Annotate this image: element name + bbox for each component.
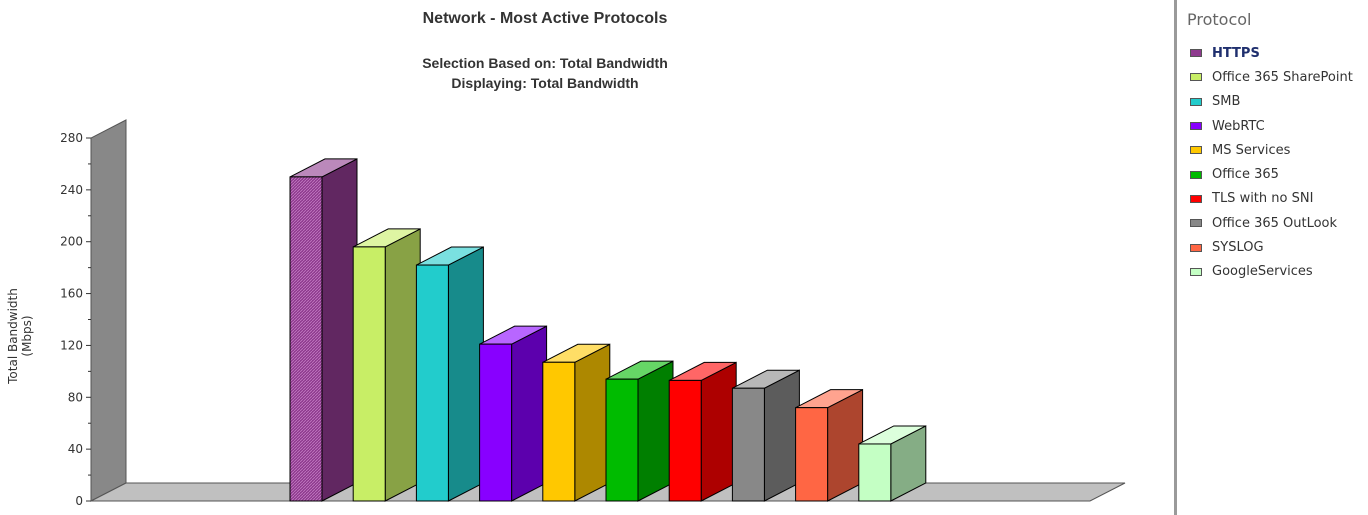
legend-item[interactable]: Office 365 OutLook: [1187, 211, 1365, 235]
legend-item[interactable]: SYSLOG: [1187, 235, 1365, 259]
bar: [795, 407, 829, 502]
y-tick-label: 40: [68, 442, 83, 456]
legend-swatch: [1190, 267, 1202, 276]
bar: [289, 176, 323, 502]
legend-item[interactable]: MS Services: [1187, 138, 1365, 162]
legend-swatch: [1190, 219, 1202, 228]
bar: [415, 264, 449, 502]
legend-swatch: [1190, 243, 1202, 252]
bar-chart-plot: 0 40 80 120 160 200 240 280: [60, 119, 1126, 508]
y-tick-label: 280: [60, 131, 83, 145]
legend-label: TLS with no SNI: [1212, 191, 1314, 207]
legend-item[interactable]: WebRTC: [1187, 114, 1365, 138]
bar-side: [384, 228, 421, 502]
legend-label: Office 365 SharePoint: [1212, 69, 1353, 85]
bar: [479, 343, 513, 502]
legend-items: HTTPS Office 365 SharePoint SMB WebRTC MS Se…: [1187, 41, 1365, 284]
y-tick-label: 160: [60, 287, 83, 301]
bar: [542, 361, 576, 502]
legend-label: Office 365: [1212, 167, 1279, 183]
chart-subtitle-selection: Selection Based on: Total Bandwidth: [422, 55, 668, 71]
legend-swatch: [1190, 146, 1202, 155]
legend-swatch: [1190, 97, 1202, 106]
y-axis-wall: [90, 119, 127, 502]
legend-item[interactable]: GoogleServices: [1187, 260, 1365, 284]
bar-side: [447, 246, 484, 502]
y-tick-label: 240: [60, 183, 83, 197]
chart-subtitle-displaying: Displaying: Total Bandwidth: [451, 75, 639, 91]
legend-item[interactable]: SMB: [1187, 90, 1365, 114]
bar: [668, 379, 702, 502]
bar-side: [511, 325, 548, 502]
bar: [352, 246, 386, 502]
legend-item[interactable]: TLS with no SNI: [1187, 187, 1365, 211]
legend-label: GoogleServices: [1212, 264, 1313, 280]
chart-title: Network - Most Active Protocols: [422, 10, 668, 27]
legend-title: Protocol: [1187, 10, 1252, 29]
legend-swatch: [1190, 49, 1202, 58]
legend-item[interactable]: Office 365: [1187, 162, 1365, 186]
y-tick-label: 80: [68, 390, 83, 404]
legend: Protocol HTTPS Office 365 SharePoint SMB We…: [1187, 10, 1365, 284]
legend-item[interactable]: Office 365 SharePoint: [1187, 65, 1365, 89]
legend-label: SMB: [1212, 94, 1241, 110]
bar: [858, 443, 892, 502]
legend-label: Office 365 OutLook: [1212, 215, 1338, 231]
bar: [731, 387, 765, 502]
legend-item[interactable]: HTTPS: [1187, 41, 1365, 65]
bar-side: [574, 343, 611, 502]
legend-swatch: [1190, 73, 1202, 82]
legend-swatch: [1190, 194, 1202, 203]
bar-side: [637, 360, 674, 502]
legend-swatch: [1190, 122, 1202, 131]
bar-side: [321, 158, 358, 502]
bar: [605, 378, 639, 502]
bar-side: [763, 369, 800, 502]
legend-swatch: [1190, 170, 1202, 179]
chart-area: Network - Most Active Protocols Selectio…: [6, 10, 1126, 508]
bar-side: [700, 361, 737, 502]
legend-label: SYSLOG: [1212, 240, 1264, 256]
bar-side: [827, 388, 864, 502]
legend-label: WebRTC: [1212, 118, 1265, 134]
y-tick-label: 120: [60, 338, 83, 352]
legend-label: HTTPS: [1212, 45, 1260, 61]
legend-divider: [1174, 0, 1177, 515]
legend-label: MS Services: [1212, 142, 1291, 158]
y-tick-label: 0: [75, 494, 83, 508]
y-tick-label: 200: [60, 235, 83, 249]
